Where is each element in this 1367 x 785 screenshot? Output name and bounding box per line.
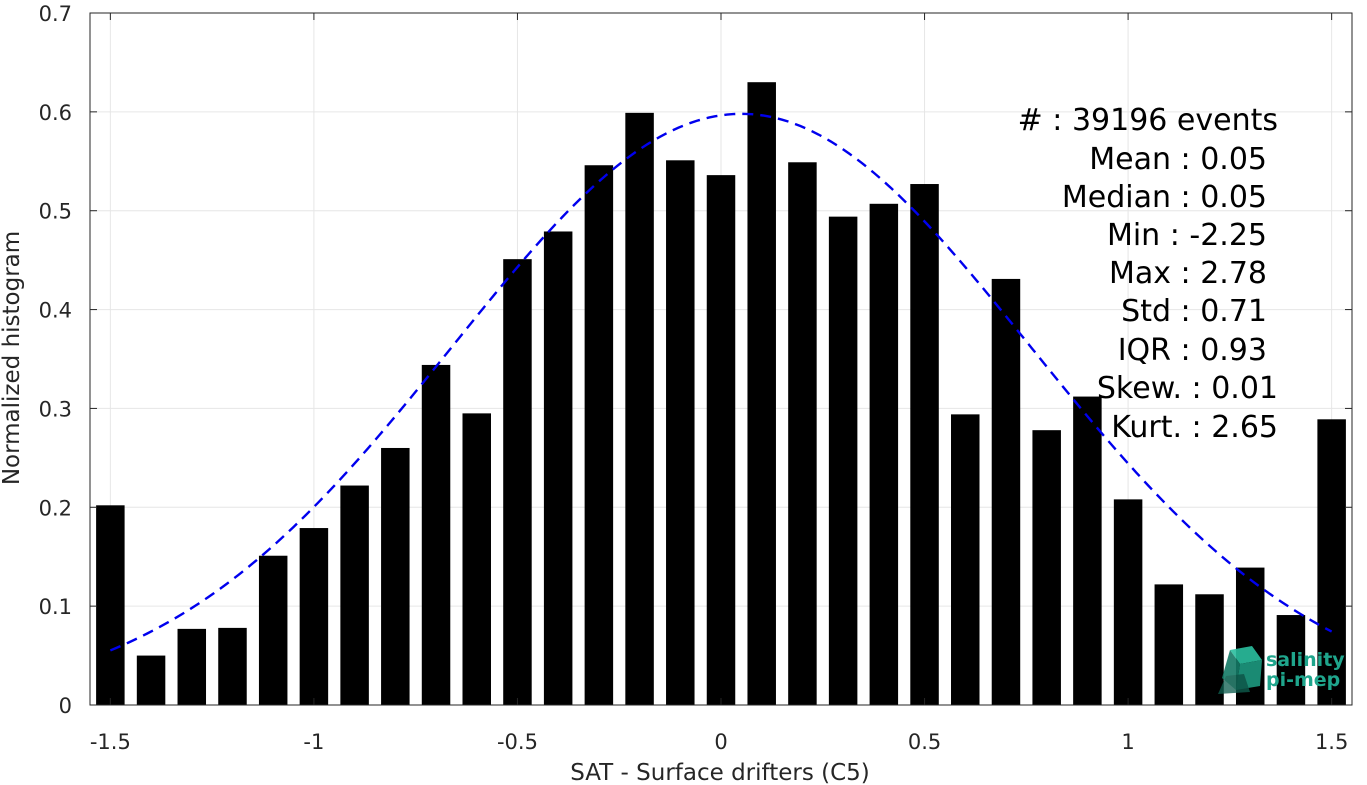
stat-std: Std : 0.71 <box>1121 294 1267 329</box>
stat-skew: Skew. : 0.01 <box>1097 371 1278 406</box>
histogram-bar <box>828 216 858 705</box>
histogram-bar <box>584 165 614 706</box>
histogram-bar <box>869 203 899 705</box>
y-tick-label: 0.2 <box>39 496 72 520</box>
y-tick-label: 0.3 <box>39 397 72 421</box>
y-tick-label: 0.5 <box>39 200 72 224</box>
stat-iqr: IQR : 0.93 <box>1118 333 1267 368</box>
histogram-bar <box>1073 396 1102 705</box>
x-axis-ticks: -1.5 -1 -0.5 0 0.5 1 1.5 <box>90 13 1348 754</box>
histogram-bar <box>910 184 939 706</box>
histogram-bar <box>1195 594 1224 705</box>
stat-min: Min : -2.25 <box>1107 218 1267 253</box>
logo-text-salinity: salinity <box>1266 649 1345 671</box>
histogram-bar <box>625 112 654 706</box>
x-tick-label: 1 <box>1121 730 1134 754</box>
cube-icon <box>1218 646 1262 694</box>
y-tick-label: 0.1 <box>39 595 72 619</box>
logo-text-pi-mep: pi-mep <box>1266 669 1340 691</box>
x-tick-label: 0 <box>714 730 727 754</box>
histogram-bar <box>1276 615 1306 705</box>
histogram-bar <box>951 414 980 705</box>
histogram-bar <box>381 447 410 705</box>
histogram-bar <box>258 555 288 705</box>
x-axis-label: SAT - Surface drifters (C5) <box>570 760 870 785</box>
histogram-bar <box>299 528 329 705</box>
histogram-bar <box>991 278 1021 705</box>
histogram-bar <box>177 628 207 705</box>
bars <box>96 82 1346 706</box>
histogram-bar <box>543 231 573 705</box>
salinity-pi-mep-logo: salinity pi-mep <box>1218 646 1345 694</box>
x-tick-label: -1.5 <box>90 730 131 754</box>
statistics-annotation: # : 39196 events Mean : 0.05 Median : 0.… <box>1018 103 1278 445</box>
x-tick-label: -1 <box>303 730 324 754</box>
stat-mean: Mean : 0.05 <box>1089 142 1267 177</box>
y-tick-label: 0.6 <box>39 101 72 125</box>
y-tick-label: 0 <box>59 694 72 718</box>
histogram-bar <box>136 655 166 705</box>
histogram-bar <box>747 82 776 705</box>
y-tick-label: 0.4 <box>39 299 72 323</box>
histogram-bar <box>706 175 736 705</box>
x-tick-label: 1.5 <box>1315 730 1348 754</box>
histogram-bar <box>1113 499 1143 705</box>
x-tick-label: -0.5 <box>497 730 538 754</box>
histogram-bar <box>218 627 247 705</box>
histogram-bar <box>421 364 451 705</box>
histogram-bar <box>462 413 491 705</box>
y-axis-ticks: 0 0.1 0.2 0.3 0.4 0.5 0.6 0.7 <box>39 2 1352 718</box>
y-axis-label: Normalized histogram <box>0 231 25 485</box>
y-tick-label: 0.7 <box>39 2 72 26</box>
histogram-bar <box>1154 584 1184 705</box>
histogram-bar <box>340 485 369 705</box>
histogram-bar <box>788 162 817 705</box>
histogram-bar <box>96 505 125 705</box>
stat-median: Median : 0.05 <box>1062 180 1267 215</box>
stat-events: # : 39196 events <box>1018 103 1278 138</box>
histogram-bar <box>1317 419 1346 705</box>
histogram-bar <box>666 160 695 706</box>
stat-max: Max : 2.78 <box>1109 256 1267 291</box>
histogram-bar <box>503 259 532 705</box>
x-tick-label: 0.5 <box>908 730 941 754</box>
stat-kurt: Kurt. : 2.65 <box>1111 410 1278 445</box>
histogram-bar <box>1032 430 1061 705</box>
